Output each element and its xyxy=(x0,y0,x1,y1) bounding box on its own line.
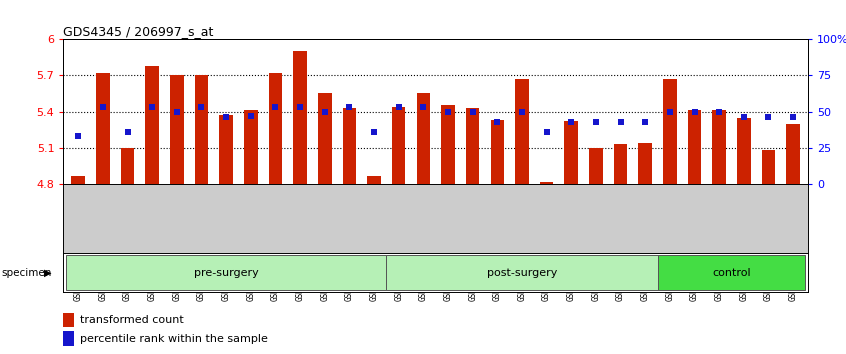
Bar xyxy=(515,79,529,184)
Bar xyxy=(564,121,578,184)
Point xyxy=(787,114,800,120)
Point xyxy=(761,114,775,120)
Text: post-surgery: post-surgery xyxy=(486,268,558,278)
Point xyxy=(688,109,701,114)
Point xyxy=(96,104,110,110)
Point xyxy=(491,119,504,125)
FancyBboxPatch shape xyxy=(657,255,805,291)
Bar xyxy=(589,148,602,184)
Point xyxy=(367,129,381,135)
Point xyxy=(639,119,652,125)
Point xyxy=(515,109,529,114)
Text: specimen: specimen xyxy=(2,268,52,278)
Point xyxy=(146,104,159,110)
Point xyxy=(170,109,184,114)
Bar xyxy=(787,124,800,184)
Text: transformed count: transformed count xyxy=(80,315,184,325)
Point xyxy=(442,109,455,114)
Bar xyxy=(540,182,553,184)
Point xyxy=(540,129,553,135)
Bar xyxy=(121,148,135,184)
Point xyxy=(416,104,430,110)
Bar xyxy=(294,51,307,184)
Point xyxy=(244,113,257,119)
Text: GDS4345 / 206997_s_at: GDS4345 / 206997_s_at xyxy=(63,25,214,38)
Bar xyxy=(195,75,208,184)
Bar xyxy=(737,118,750,184)
Point xyxy=(121,129,135,135)
FancyBboxPatch shape xyxy=(387,255,657,291)
Point xyxy=(294,104,307,110)
Text: control: control xyxy=(712,268,750,278)
Bar xyxy=(219,115,233,184)
Point xyxy=(318,109,332,114)
Bar xyxy=(688,110,701,184)
Bar xyxy=(318,93,332,184)
Bar xyxy=(442,105,455,184)
Point xyxy=(564,119,578,125)
Point xyxy=(343,104,356,110)
Bar xyxy=(96,73,110,184)
Point xyxy=(589,119,602,125)
Bar xyxy=(392,107,405,184)
FancyBboxPatch shape xyxy=(66,255,387,291)
Bar xyxy=(146,65,159,184)
Bar xyxy=(71,176,85,184)
Bar xyxy=(491,120,504,184)
Bar xyxy=(416,93,430,184)
Point xyxy=(712,109,726,114)
Point xyxy=(219,114,233,120)
Point xyxy=(614,119,628,125)
Bar xyxy=(663,79,677,184)
Bar xyxy=(367,176,381,184)
Bar xyxy=(761,150,775,184)
Bar xyxy=(170,75,184,184)
Bar xyxy=(343,108,356,184)
Point xyxy=(195,104,208,110)
Text: pre-surgery: pre-surgery xyxy=(194,268,259,278)
Point xyxy=(392,104,405,110)
Bar xyxy=(466,108,480,184)
Point xyxy=(737,114,750,120)
Bar xyxy=(614,144,628,184)
Bar xyxy=(639,143,652,184)
Text: percentile rank within the sample: percentile rank within the sample xyxy=(80,334,268,344)
Bar xyxy=(712,110,726,184)
Bar xyxy=(244,110,257,184)
Point xyxy=(71,133,85,139)
Point xyxy=(269,104,283,110)
Text: ▶: ▶ xyxy=(44,268,52,278)
Bar xyxy=(269,73,283,184)
Point xyxy=(663,109,677,114)
Point xyxy=(466,109,480,114)
